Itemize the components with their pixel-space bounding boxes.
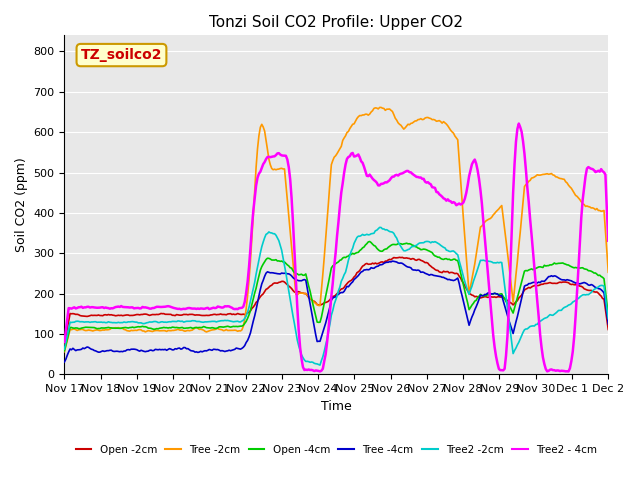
Legend: Open -2cm, Tree -2cm, Open -4cm, Tree -4cm, Tree2 -2cm, Tree2 - 4cm: Open -2cm, Tree -2cm, Open -4cm, Tree -4…	[72, 441, 601, 459]
X-axis label: Time: Time	[321, 400, 352, 413]
Text: TZ_soilco2: TZ_soilco2	[81, 48, 162, 62]
Title: Tonzi Soil CO2 Profile: Upper CO2: Tonzi Soil CO2 Profile: Upper CO2	[209, 15, 463, 30]
Y-axis label: Soil CO2 (ppm): Soil CO2 (ppm)	[15, 157, 28, 252]
